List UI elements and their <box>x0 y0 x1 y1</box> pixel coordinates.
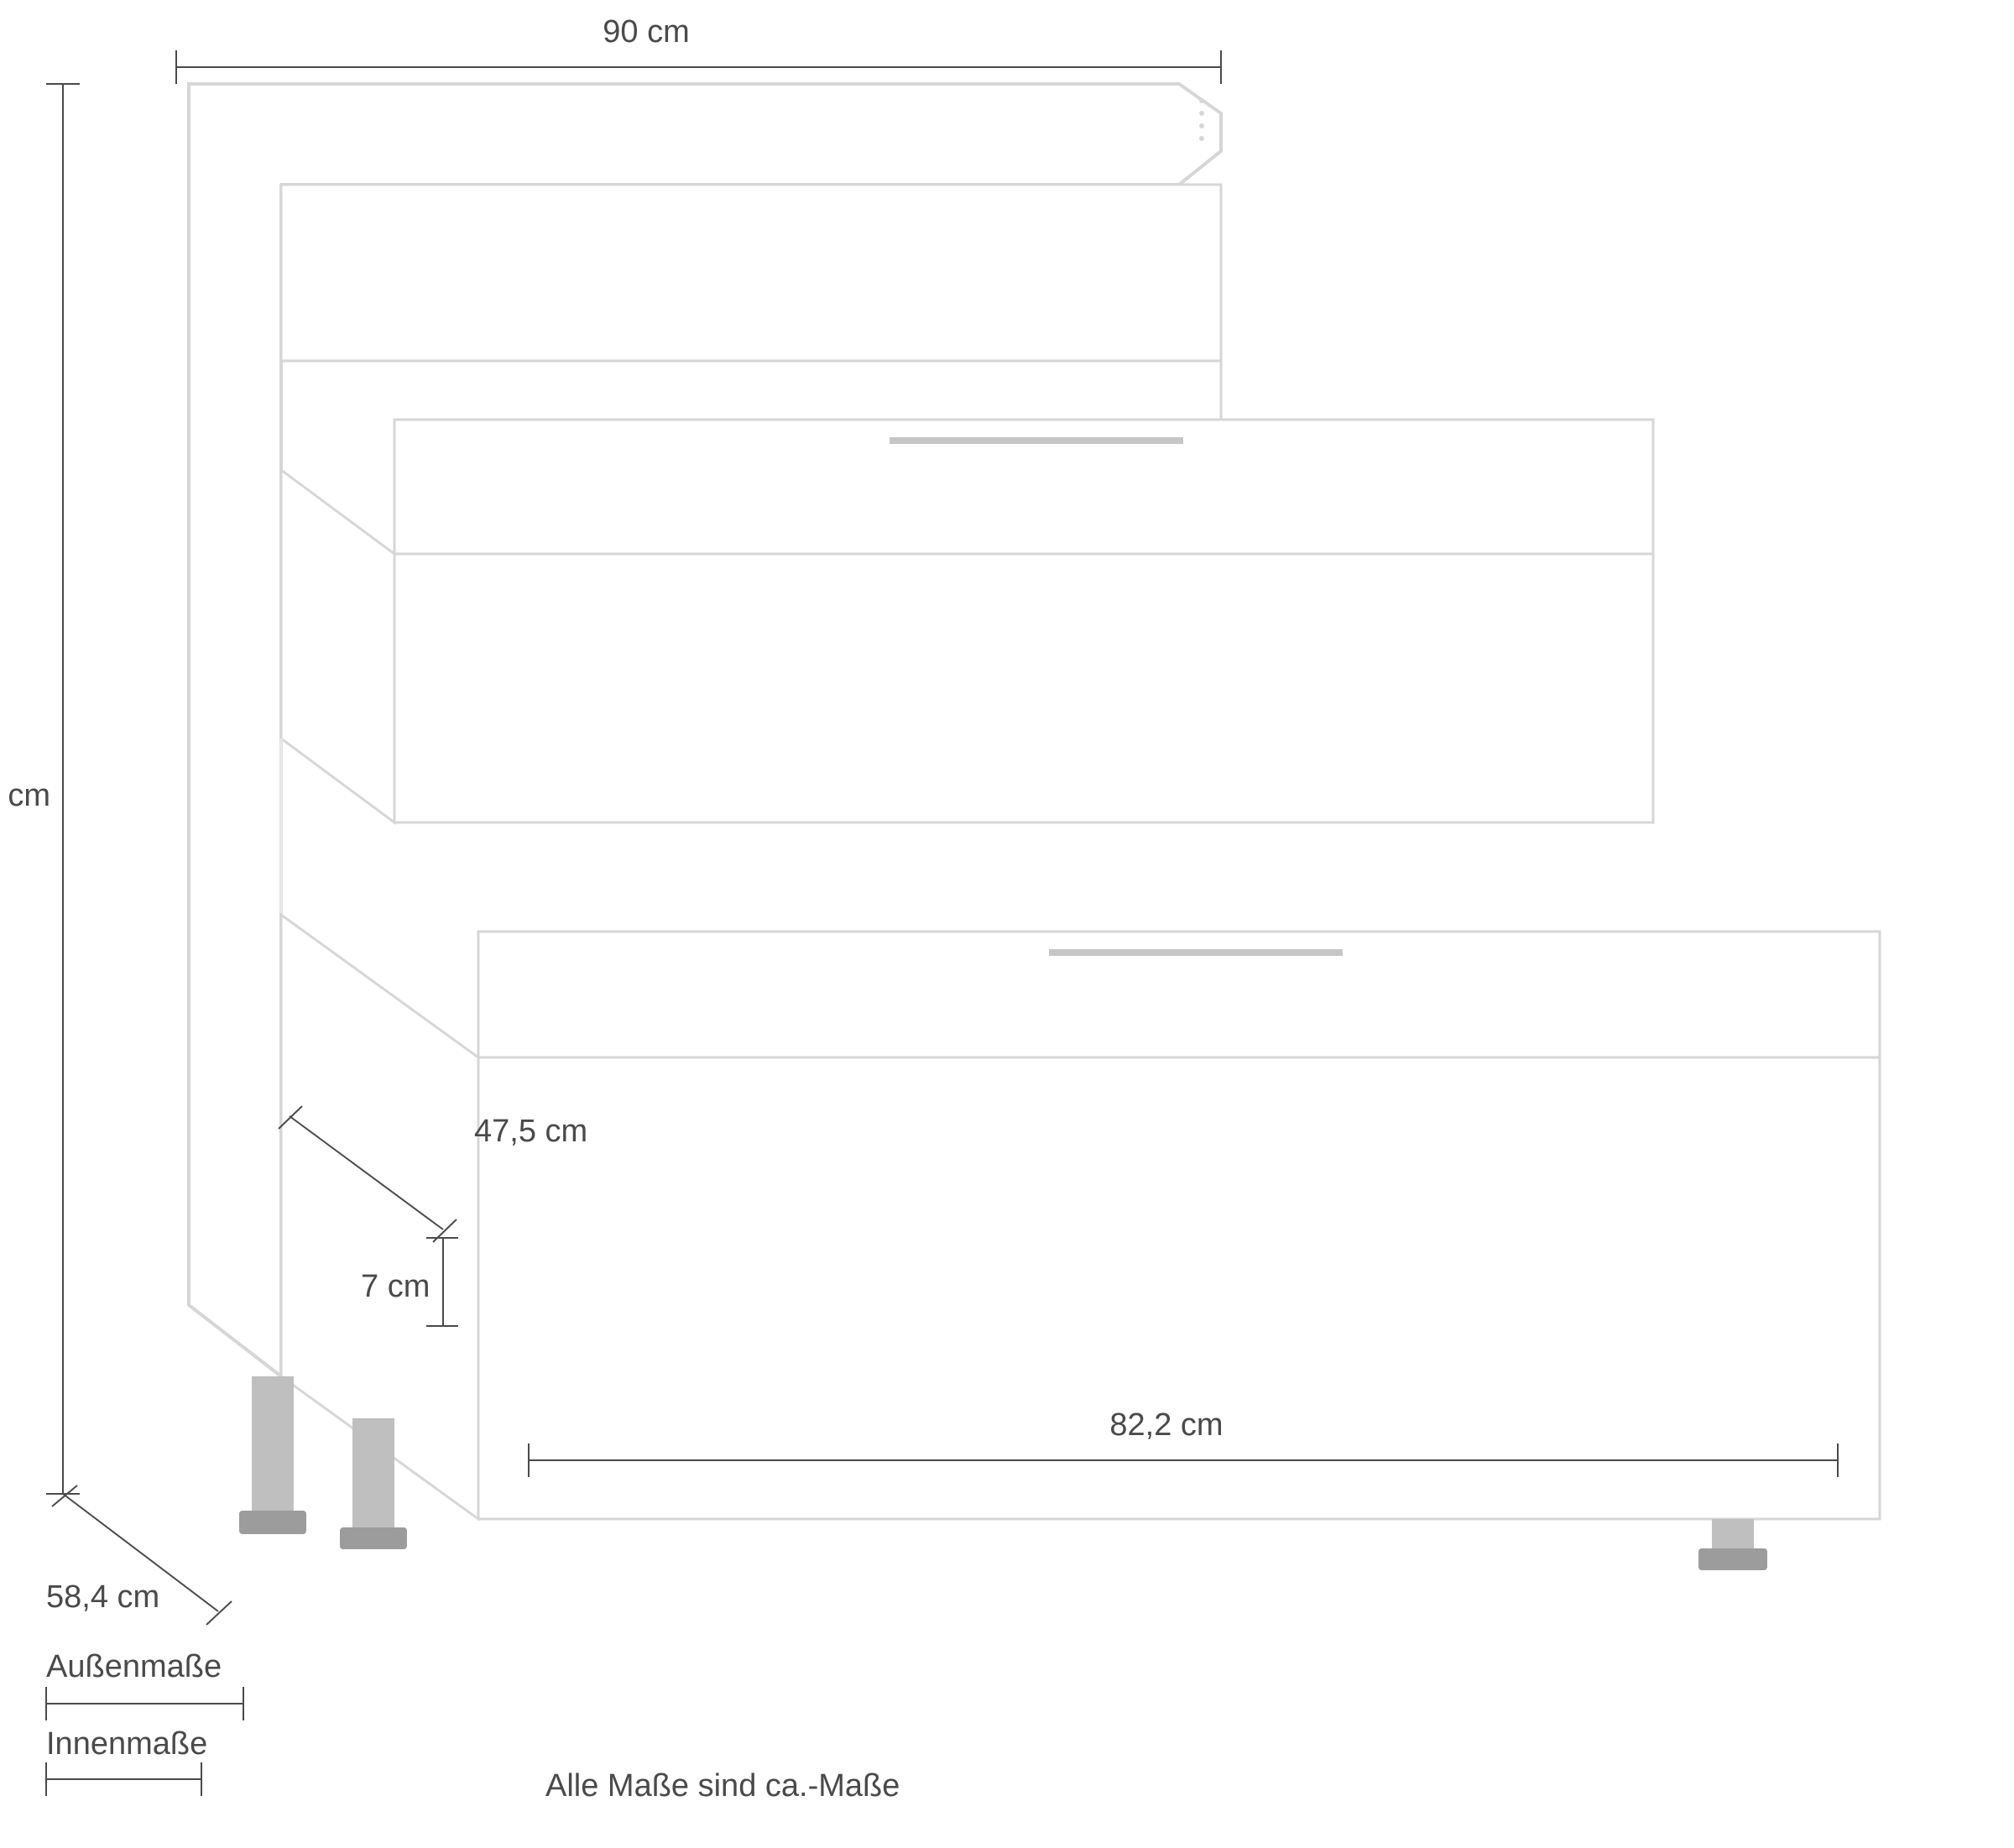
dim-drawer-inner-width: 82,2 cm <box>1109 1407 1223 1443</box>
dim-width-top: 90 cm <box>603 14 689 50</box>
dim-drawer-depth: 47,5 cm <box>474 1114 587 1149</box>
legend-outer: Außenmaße <box>46 1649 222 1684</box>
dim-height-left: 87 cm <box>0 778 50 813</box>
dim-depth-outer: 58,4 cm <box>46 1579 159 1615</box>
dim-drawer-height: 7 cm <box>361 1269 430 1304</box>
legend-inner: Innenmaße <box>46 1726 207 1762</box>
dimension-diagram: 90 cm 87 cm 58,4 cm 47,5 cm 7 cm 82,2 cm… <box>0 0 2014 1848</box>
footnote: Alle Maße sind ca.-Maße <box>545 1768 900 1804</box>
